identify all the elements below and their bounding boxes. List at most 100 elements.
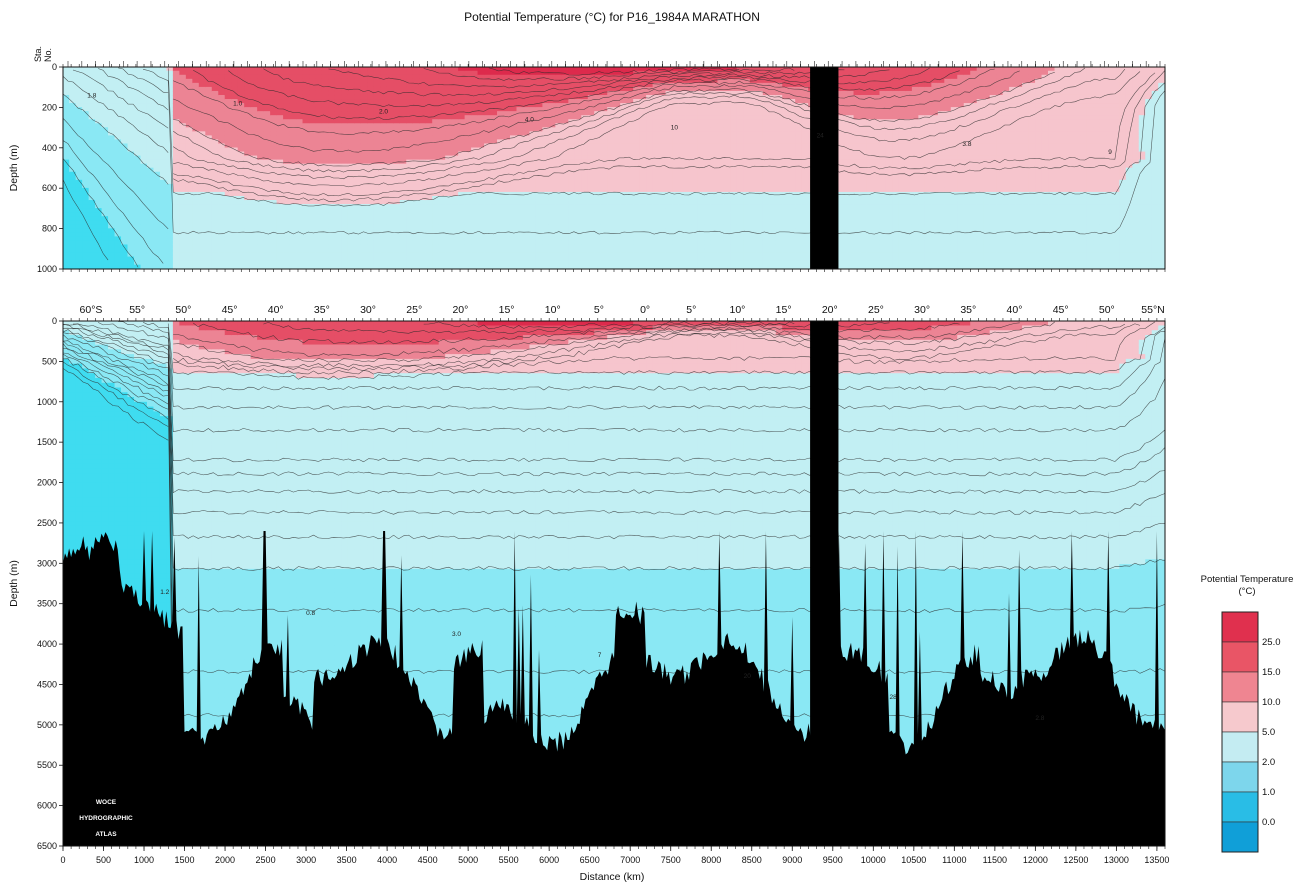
isotherm-line — [173, 321, 1055, 363]
isotherm-value-label: 4.0 — [525, 117, 534, 124]
latitude-label: 5° — [594, 304, 604, 316]
latitude-label: 55°N — [1141, 304, 1164, 316]
isotherm-line — [63, 179, 109, 261]
latitude-label: 50° — [175, 304, 191, 316]
color-legend: Potential Temperature (°C) 25.0 15.0 10.0 5… — [1201, 574, 1294, 853]
isotherm-line — [98, 68, 169, 111]
latitude-label: 25° — [406, 304, 422, 316]
full-y-axis-label: Depth (m) — [8, 560, 20, 607]
y-tick-label: 1000 — [37, 264, 57, 274]
upper-isotherms — [63, 67, 1165, 268]
isotherm-line — [173, 321, 1156, 375]
isotherm-line — [72, 323, 1165, 463]
isotherm-line — [118, 67, 169, 93]
station-label-sta: Sta. — [33, 46, 43, 62]
x-tick-label: 12500 — [1063, 855, 1088, 865]
latitude-label: 50° — [1099, 304, 1115, 316]
isotherm-line — [328, 68, 845, 89]
isotherm-value-label: 10 — [671, 125, 679, 132]
legend-swatch — [1221, 791, 1259, 823]
isotherm-line — [63, 76, 169, 153]
latitude-label: 15° — [776, 304, 792, 316]
station-label-no: No. — [43, 48, 53, 62]
isotherm-line — [263, 321, 890, 334]
x-tick-label: 0 — [60, 855, 65, 865]
isotherm-value-label: 0.8 — [306, 610, 315, 617]
x-tick-label: 7500 — [661, 855, 681, 865]
x-tick-label: 4500 — [418, 855, 438, 865]
isotherm-line — [173, 68, 995, 135]
legend-label: 1.0 — [1262, 787, 1275, 798]
x-tick-label: 10500 — [901, 855, 926, 865]
isotherm-line — [173, 72, 1156, 197]
x-tick-label: 8000 — [701, 855, 721, 865]
x-tick-label: 13500 — [1144, 855, 1169, 865]
y-tick-label: 800 — [42, 224, 57, 234]
isotherm-value-label: 2.8 — [1035, 715, 1044, 722]
latitude-label: 0° — [640, 304, 650, 316]
isotherm-line — [63, 93, 169, 185]
legend-label: 25.0 — [1262, 637, 1281, 648]
x-tick-label: 10000 — [861, 855, 886, 865]
x-tick-label: 3000 — [296, 855, 316, 865]
isotherm-line — [167, 68, 1165, 207]
legend-swatch — [1221, 671, 1259, 703]
legend-title-line2: (°C) — [1239, 586, 1256, 597]
full-temperature-field: 1.2 0.8 3.0 7 20 28 2.8 — [63, 321, 1165, 846]
isotherm-line — [173, 72, 1055, 167]
isotherm-line — [173, 71, 1141, 188]
latitude-label: 10° — [729, 304, 745, 316]
x-tick-label: 3500 — [337, 855, 357, 865]
isotherm-line — [118, 321, 1165, 410]
woce-atlas-watermark: WOCE HYDROGRAPHIC ATLAS — [79, 799, 133, 838]
x-tick-label: 7000 — [620, 855, 640, 865]
isotherm-line — [63, 347, 169, 397]
legend-label: 15.0 — [1262, 667, 1281, 678]
x-tick-label: 6000 — [539, 855, 559, 865]
y-tick-label: 4000 — [37, 639, 57, 649]
legend-title-line1: Potential Temperature — [1201, 574, 1294, 585]
watermark-line1: WOCE — [96, 799, 117, 806]
x-tick-label: 1500 — [175, 855, 195, 865]
latitude-label: 5° — [686, 304, 696, 316]
isotherm-value-label: 1.8 — [87, 92, 96, 99]
isotherm-line — [63, 368, 169, 441]
isotherm-line — [63, 118, 169, 230]
x-tick-label: 5000 — [458, 855, 478, 865]
y-tick-label: 2500 — [37, 518, 57, 528]
watermark-line2: HYDROGRAPHIC — [79, 815, 133, 822]
isotherm-line — [63, 332, 1165, 571]
data-gap-column — [810, 321, 839, 846]
legend-swatch — [1221, 821, 1259, 853]
legend-swatch — [1221, 611, 1259, 643]
y-tick-label: 3000 — [37, 558, 57, 568]
latitude-label: 10° — [545, 304, 561, 316]
latitude-label: 40° — [268, 304, 284, 316]
y-tick-label: 4500 — [37, 679, 57, 689]
y-tick-label: 5000 — [37, 720, 57, 730]
x-tick-label: 8500 — [742, 855, 762, 865]
isotherm-line — [63, 334, 1165, 613]
latitude-label: 20° — [822, 304, 838, 316]
y-tick-label: 5500 — [37, 760, 57, 770]
full-depth-panel: 1.2 0.8 3.0 7 20 28 2.8 0 500 1000 1500 2000 2500 300… — [8, 304, 1166, 851]
legend-label: 5.0 — [1262, 727, 1275, 738]
y-tick-label: 400 — [42, 143, 57, 153]
legend-frame — [1221, 611, 1259, 853]
x-axis-label: Distance (km) — [580, 871, 645, 883]
isotherm-line — [173, 70, 1020, 153]
x-tick-label: 13000 — [1104, 855, 1129, 865]
upper-y-axis-label: Depth (m) — [8, 145, 20, 192]
isotherm-value-label: 24 — [817, 133, 825, 140]
isotherm-line — [167, 323, 1165, 380]
latitude-label: 55° — [129, 304, 145, 316]
legend-swatch — [1221, 761, 1259, 793]
isotherm-value-label: 1.2 — [160, 589, 169, 596]
upper-panel-1000m: 1.8 1.0 2.0 4.0 10 24 3.8 9 0 200 400 600 800 1000 Dep… — [8, 61, 1166, 274]
x-tick-label: 6500 — [580, 855, 600, 865]
isotherm-line — [173, 323, 1141, 371]
latitude-label: 60°S — [80, 304, 103, 316]
y-tick-label: 0 — [52, 62, 57, 72]
isotherm-line — [63, 358, 169, 420]
isotherm-line — [173, 70, 1165, 203]
